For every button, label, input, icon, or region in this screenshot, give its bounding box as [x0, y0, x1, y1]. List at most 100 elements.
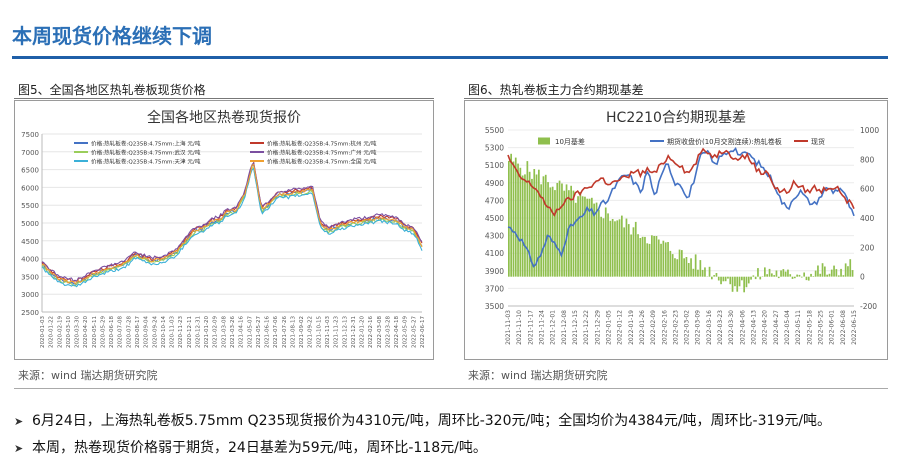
basis-bar [514, 157, 517, 277]
legend-label-1: 10月基差 [555, 137, 585, 146]
legend-label-2: 价格:热轧板卷:Q235B:4.75mm:杭州 元/吨 [267, 140, 377, 148]
x-tick-label: 2022-04-20 [762, 310, 769, 345]
right-caption-rule [464, 98, 888, 99]
basis-bar [694, 254, 697, 277]
basis-bar [683, 258, 685, 277]
x-tick-label: 2020-11-23 [178, 316, 184, 348]
basis-bar [713, 275, 715, 277]
legend-label-2: 期货收盘价(10月交割连续):热轧卷板 [667, 137, 782, 146]
basis-bar [678, 249, 681, 277]
y-left-tick-label: 4700 [485, 196, 504, 205]
basis-bar [727, 276, 729, 279]
x-tick-label: 2022-04-13 [751, 310, 758, 345]
basis-bar [611, 219, 614, 277]
x-tick-label: 2021-05-27 [256, 316, 262, 348]
x-tick-label: 2022-04-06 [739, 310, 746, 345]
basis-bar [837, 275, 840, 277]
x-tick-label: 2020-09-24 [152, 316, 158, 348]
basis-bar [764, 267, 766, 277]
basis-bar [637, 234, 639, 277]
basis-bar [717, 276, 720, 281]
basis-bar [789, 274, 792, 277]
basis-bar [773, 275, 775, 277]
x-tick-label: 2022-01-26 [639, 310, 646, 345]
series-line-6 [41, 163, 423, 285]
x-tick-label: 2020-04-20 [83, 316, 89, 348]
basis-bar [561, 183, 563, 277]
basis-bar [743, 276, 745, 293]
x-tick-label: 2022-06-08 [840, 310, 847, 345]
basis-bar [775, 270, 778, 277]
basis-bar [547, 182, 549, 277]
basis-bar [734, 276, 736, 287]
x-tick-label: 2022-01-05 [605, 310, 612, 345]
x-tick-label: 2022-05-27 [411, 316, 417, 348]
basis-bar [812, 276, 815, 277]
y-right-tick-label: -200 [860, 302, 877, 311]
y-right-tick-label: 0 [860, 273, 865, 282]
basis-bar [720, 276, 722, 285]
x-tick-label: 2022-03-23 [717, 310, 724, 345]
basis-bar [807, 276, 810, 281]
basis-bar [667, 242, 669, 277]
legend-label-3: 现货 [811, 137, 825, 146]
basis-bar [752, 275, 755, 277]
basis-bar [819, 273, 822, 277]
x-tick-label: 2022-02-23 [672, 310, 679, 345]
basis-bar [593, 203, 595, 277]
x-tick-label: 2020-02-19 [57, 316, 63, 348]
x-tick-label: 2022-01-19 [628, 310, 635, 345]
left-caption-rule [14, 98, 434, 99]
x-tick-label: 2022-03-28 [385, 316, 391, 348]
basis-bar [644, 236, 646, 277]
x-tick-label: 2021-07-26 [282, 316, 288, 348]
section-divider [14, 388, 888, 389]
y-left-tick-label: 5100 [485, 161, 504, 170]
basis-bar [616, 220, 619, 277]
basis-bar [655, 236, 658, 277]
basis-bar [817, 265, 819, 277]
x-tick-label: 2022-03-02 [684, 310, 691, 345]
basis-bar [540, 184, 542, 277]
series-line-5 [41, 167, 423, 288]
basis-bar [731, 276, 734, 292]
y-left-tick-label: 3700 [485, 284, 504, 293]
basis-bar [674, 258, 676, 277]
basis-bar [759, 276, 762, 280]
basis-bar [662, 240, 665, 277]
left-figure-caption: 图5、全国各地区热轧卷板现货价格 [18, 83, 206, 97]
basis-bar [595, 202, 598, 277]
y-tick-label: 7500 [21, 131, 39, 139]
basis-bar [757, 268, 759, 277]
basis-bar [685, 257, 688, 277]
basis-bar [800, 276, 803, 278]
x-tick-label: 2020-07-28 [126, 316, 132, 348]
basis-bar [558, 180, 561, 277]
basis-bar [715, 273, 718, 277]
basis-bar [669, 250, 672, 277]
basis-bar [630, 234, 632, 277]
basis-bar [711, 276, 713, 280]
basis-bar [782, 269, 785, 277]
basis-bar [796, 274, 798, 277]
basis-bar [517, 163, 519, 277]
basis-bar [572, 190, 575, 277]
basis-bar [699, 260, 702, 277]
x-tick-label: 2022-02-16 [368, 316, 374, 348]
legend-label-3: 价格:热轧板卷:Q235B:4.75mm:武汉 元/吨 [91, 149, 201, 157]
chart-title: HC2210合约期现基差 [606, 109, 746, 126]
x-tick-label: 2022-04-18 [394, 316, 400, 348]
x-tick-label: 2020-03-10 [66, 316, 72, 348]
series-line-2 [507, 147, 855, 217]
basis-bar [805, 276, 808, 281]
x-tick-label: 2021-09-02 [299, 316, 305, 348]
x-tick-label: 2022-03-09 [695, 310, 702, 345]
basis-bar [533, 169, 536, 277]
basis-bar [607, 213, 609, 277]
bullet-text-2: 本周，热卷现货价格弱于期货，24日基差为59元/吨，周环比-118元/吨。 [32, 440, 487, 456]
basis-bar [830, 269, 833, 277]
y-left-tick-label: 3900 [485, 267, 504, 276]
y-right-tick-label: 800 [860, 155, 875, 164]
basis-bar [766, 274, 768, 277]
basis-bar [754, 276, 757, 280]
